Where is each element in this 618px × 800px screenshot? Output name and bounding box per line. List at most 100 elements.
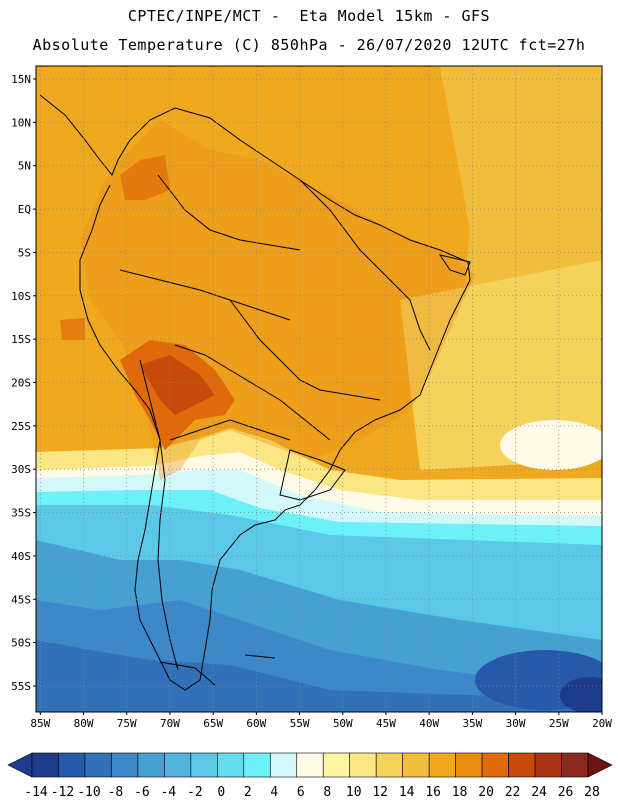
colorbar-label: 24 <box>531 785 547 800</box>
colorbar-label: 6 <box>297 785 305 800</box>
colorbar-min-arrow <box>7 752 33 778</box>
border-argentina-north <box>169 419 291 441</box>
colorbar-labels: -14 -12 -10 -8 -6 -4 -2 0 2 4 6 8 10 12 14 16 18 20 22 24 26… <box>24 785 600 800</box>
colorbar-swatch <box>561 752 589 778</box>
lat-label: 30S <box>11 463 31 476</box>
latitude-labels: 15N 10N 5N EQ 5S 10S 15S 20S 25S 30S 35S 40S 45S 50S 5… <box>11 73 31 693</box>
colorbar-swatch <box>137 752 165 778</box>
lon-label: 35W <box>462 717 482 730</box>
very-cold-patch <box>560 677 602 712</box>
colorbar-swatch <box>58 752 86 778</box>
lat-label: 40S <box>11 550 31 563</box>
colorbar-label: 4 <box>270 785 278 800</box>
colorbar-label: -8 <box>108 785 124 800</box>
border-brazil-central <box>229 299 381 401</box>
border-amazon-north <box>157 174 301 251</box>
lon-label: 25W <box>549 717 569 730</box>
colorbar-label: 20 <box>478 785 494 800</box>
colorbar <box>7 752 613 778</box>
colorbar-label: 10 <box>346 785 362 800</box>
colorbar-label: 12 <box>372 785 388 800</box>
colorbar-swatch <box>217 752 245 778</box>
northeast-brazil-tip <box>438 254 471 276</box>
colorbar-swatch <box>349 752 377 778</box>
lat-label: 50S <box>11 637 31 650</box>
colorbar-swatch <box>508 752 536 778</box>
colorbar-label: -10 <box>77 785 100 800</box>
colorbar-swatch <box>164 752 192 778</box>
pacific-warm-patch <box>60 318 85 340</box>
colorbar-swatch <box>269 752 298 778</box>
colorbar-swatch <box>296 752 324 778</box>
lon-label: 75W <box>117 717 137 730</box>
lat-label: 25S <box>11 420 31 433</box>
temperature-field <box>36 66 602 712</box>
colorbar-label: 14 <box>399 785 415 800</box>
lat-label: 10N <box>11 116 31 129</box>
colorbar-swatch <box>375 752 403 778</box>
map-frame <box>35 65 603 713</box>
lat-label: 20S <box>11 376 31 389</box>
lon-label: 70W <box>160 717 180 730</box>
colorbar-label: -14 <box>24 785 48 800</box>
map-title-line-1: CPTEC/INPE/MCT - Eta Model 15km - GFS <box>127 7 491 25</box>
colorbar-label: 26 <box>558 785 574 800</box>
uruguay-outline <box>279 449 346 501</box>
colorbar-swatch <box>31 752 59 778</box>
lon-label: 55W <box>290 717 310 730</box>
colorbar-swatch <box>402 752 430 778</box>
border-brazil-states <box>299 179 431 351</box>
lat-label: 15S <box>11 333 31 346</box>
colorbar-label: 8 <box>323 785 331 800</box>
hot-core-inner <box>140 355 215 415</box>
lon-label: 40W <box>419 717 439 730</box>
colorbar-max-arrow <box>587 752 613 778</box>
coastlines-and-borders <box>39 94 471 691</box>
colorbar-label: 28 <box>584 785 600 800</box>
colorbar-swatch <box>322 752 351 778</box>
lon-label: 85W <box>30 717 50 730</box>
colorbar-swatch <box>243 752 271 778</box>
lat-label: 5N <box>18 160 31 173</box>
colorbar-swatch <box>428 752 456 778</box>
lat-label: 45S <box>11 593 31 606</box>
colorbar-swatch <box>481 752 509 778</box>
cream-patch <box>500 420 602 470</box>
colorbar-label: -2 <box>187 785 203 800</box>
lon-label: 80W <box>74 717 94 730</box>
lat-label: 10S <box>11 290 31 303</box>
east-ocean-mild-field <box>400 260 602 470</box>
lon-label: 45W <box>376 717 396 730</box>
colorbar-label: 0 <box>217 785 225 800</box>
colorbar-label: -12 <box>51 785 74 800</box>
lat-label: 5S <box>18 246 31 259</box>
border-bolivia-paraguay <box>174 344 331 441</box>
falklands <box>244 654 276 659</box>
colder-band <box>36 640 602 712</box>
colorbar-swatch <box>534 752 562 778</box>
lon-label: 50W <box>333 717 353 730</box>
lon-label: 65W <box>203 717 223 730</box>
lat-label: 35S <box>11 507 31 520</box>
map-title-line-2: Absolute Temperature (C) 850hPa - 26/07/… <box>32 36 586 54</box>
colorbar-label: 16 <box>425 785 441 800</box>
lon-label: 20W <box>592 717 612 730</box>
colorbar-label: 18 <box>452 785 468 800</box>
lon-label: 30W <box>506 717 526 730</box>
colorbar-label: 2 <box>244 785 252 800</box>
border-peru-brazil <box>119 269 291 321</box>
colorbar-swatch <box>84 752 112 778</box>
colorbar-swatch <box>190 752 218 778</box>
lat-label: EQ <box>18 203 31 216</box>
colorbar-swatch <box>111 752 139 778</box>
tierra-del-fuego <box>159 661 216 686</box>
colorbar-label: -4 <box>161 785 177 800</box>
longitude-labels: 85W 80W 75W 70W 65W 60W 55W 50W 45W 40W 35W 30W 25W 2… <box>30 717 612 730</box>
lat-label: 55S <box>11 680 31 693</box>
colorbar-label: 22 <box>505 785 521 800</box>
border-chile-argentina <box>139 359 179 671</box>
north-andes-patch <box>120 155 170 200</box>
colorbar-label: -6 <box>134 785 150 800</box>
lat-label: 15N <box>11 73 31 86</box>
